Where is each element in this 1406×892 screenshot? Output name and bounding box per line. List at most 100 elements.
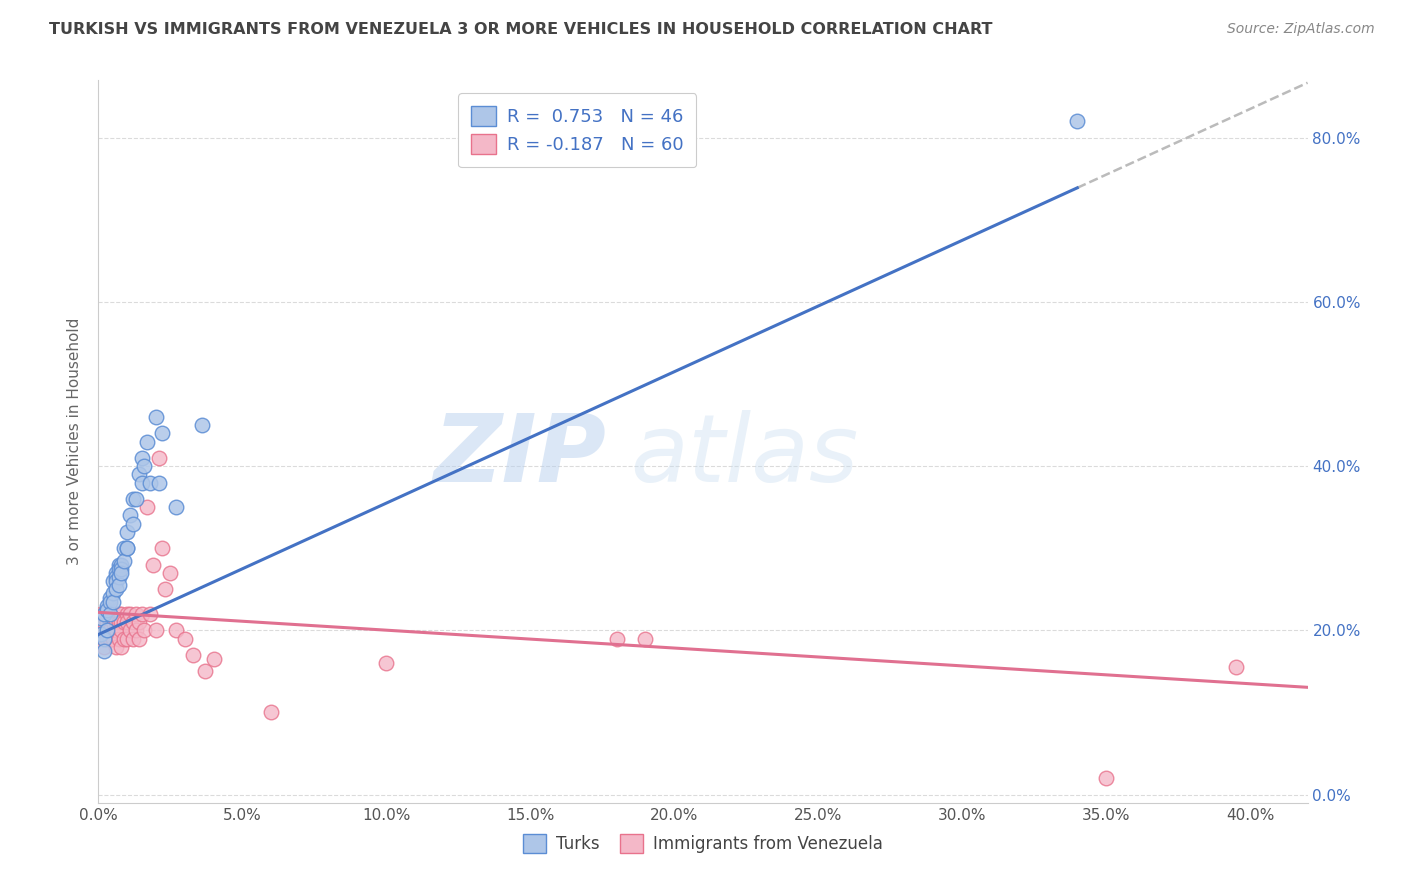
Point bbox=[120, 508, 142, 523]
Point bbox=[145, 409, 167, 424]
Point bbox=[150, 426, 173, 441]
Point bbox=[101, 586, 124, 600]
Point bbox=[98, 624, 121, 638]
Point bbox=[98, 615, 121, 630]
Point bbox=[107, 562, 129, 576]
Point bbox=[96, 624, 118, 638]
Point bbox=[125, 624, 148, 638]
Point bbox=[98, 607, 121, 621]
Point bbox=[90, 611, 112, 625]
Point bbox=[115, 524, 138, 539]
Point bbox=[101, 574, 124, 588]
Point bbox=[159, 566, 181, 580]
Point bbox=[134, 459, 156, 474]
Point bbox=[131, 450, 153, 465]
Point bbox=[101, 632, 124, 646]
Point bbox=[131, 607, 153, 621]
Point bbox=[139, 607, 162, 621]
Y-axis label: 3 or more Vehicles in Household: 3 or more Vehicles in Household bbox=[67, 318, 83, 566]
Point bbox=[1095, 771, 1118, 785]
Point bbox=[96, 615, 118, 630]
Point bbox=[1225, 660, 1247, 674]
Point bbox=[93, 607, 115, 621]
Point bbox=[104, 640, 127, 654]
Point bbox=[110, 640, 132, 654]
Point bbox=[115, 615, 138, 630]
Point bbox=[107, 632, 129, 646]
Point bbox=[1066, 114, 1088, 128]
Point bbox=[139, 475, 162, 490]
Point bbox=[112, 553, 135, 567]
Point bbox=[107, 607, 129, 621]
Point bbox=[101, 594, 124, 608]
Point bbox=[128, 615, 150, 630]
Point bbox=[110, 566, 132, 580]
Point bbox=[96, 599, 118, 613]
Point bbox=[125, 607, 148, 621]
Point bbox=[104, 582, 127, 597]
Point bbox=[112, 632, 135, 646]
Point bbox=[148, 450, 170, 465]
Point bbox=[90, 615, 112, 630]
Point bbox=[93, 615, 115, 630]
Point bbox=[93, 607, 115, 621]
Point bbox=[112, 541, 135, 556]
Point bbox=[153, 582, 176, 597]
Point bbox=[634, 632, 657, 646]
Point bbox=[101, 607, 124, 621]
Point bbox=[165, 500, 187, 515]
Point bbox=[128, 632, 150, 646]
Point bbox=[131, 475, 153, 490]
Point bbox=[104, 607, 127, 621]
Point bbox=[104, 574, 127, 588]
Point bbox=[145, 624, 167, 638]
Point bbox=[115, 541, 138, 556]
Point bbox=[96, 607, 118, 621]
Point bbox=[120, 607, 142, 621]
Point bbox=[98, 632, 121, 646]
Point bbox=[136, 434, 159, 449]
Point bbox=[115, 541, 138, 556]
Point bbox=[107, 570, 129, 584]
Point bbox=[150, 541, 173, 556]
Text: ZIP: ZIP bbox=[433, 410, 606, 502]
Point bbox=[107, 578, 129, 592]
Point bbox=[136, 500, 159, 515]
Point bbox=[173, 632, 195, 646]
Point bbox=[115, 632, 138, 646]
Point bbox=[96, 632, 118, 646]
Point bbox=[104, 615, 127, 630]
Text: atlas: atlas bbox=[630, 410, 859, 501]
Point bbox=[202, 652, 225, 666]
Point bbox=[122, 516, 145, 531]
Point bbox=[90, 607, 112, 621]
Point bbox=[122, 491, 145, 506]
Point bbox=[128, 467, 150, 482]
Point bbox=[110, 607, 132, 621]
Point bbox=[606, 632, 628, 646]
Point bbox=[93, 644, 115, 658]
Text: TURKISH VS IMMIGRANTS FROM VENEZUELA 3 OR MORE VEHICLES IN HOUSEHOLD CORRELATION: TURKISH VS IMMIGRANTS FROM VENEZUELA 3 O… bbox=[49, 22, 993, 37]
Point bbox=[148, 475, 170, 490]
Point bbox=[112, 615, 135, 630]
Point bbox=[104, 566, 127, 580]
Point bbox=[110, 562, 132, 576]
Text: Source: ZipAtlas.com: Source: ZipAtlas.com bbox=[1227, 22, 1375, 37]
Point bbox=[107, 615, 129, 630]
Point bbox=[93, 632, 115, 646]
Point bbox=[110, 558, 132, 572]
Point bbox=[120, 624, 142, 638]
Point bbox=[98, 591, 121, 605]
Legend: Turks, Immigrants from Venezuela: Turks, Immigrants from Venezuela bbox=[516, 827, 890, 860]
Point bbox=[96, 603, 118, 617]
Point bbox=[191, 418, 214, 433]
Point bbox=[110, 615, 132, 630]
Point bbox=[93, 640, 115, 654]
Point bbox=[122, 615, 145, 630]
Point bbox=[98, 594, 121, 608]
Point bbox=[104, 570, 127, 584]
Point bbox=[90, 627, 112, 641]
Point bbox=[101, 615, 124, 630]
Point bbox=[260, 706, 283, 720]
Point bbox=[142, 558, 165, 572]
